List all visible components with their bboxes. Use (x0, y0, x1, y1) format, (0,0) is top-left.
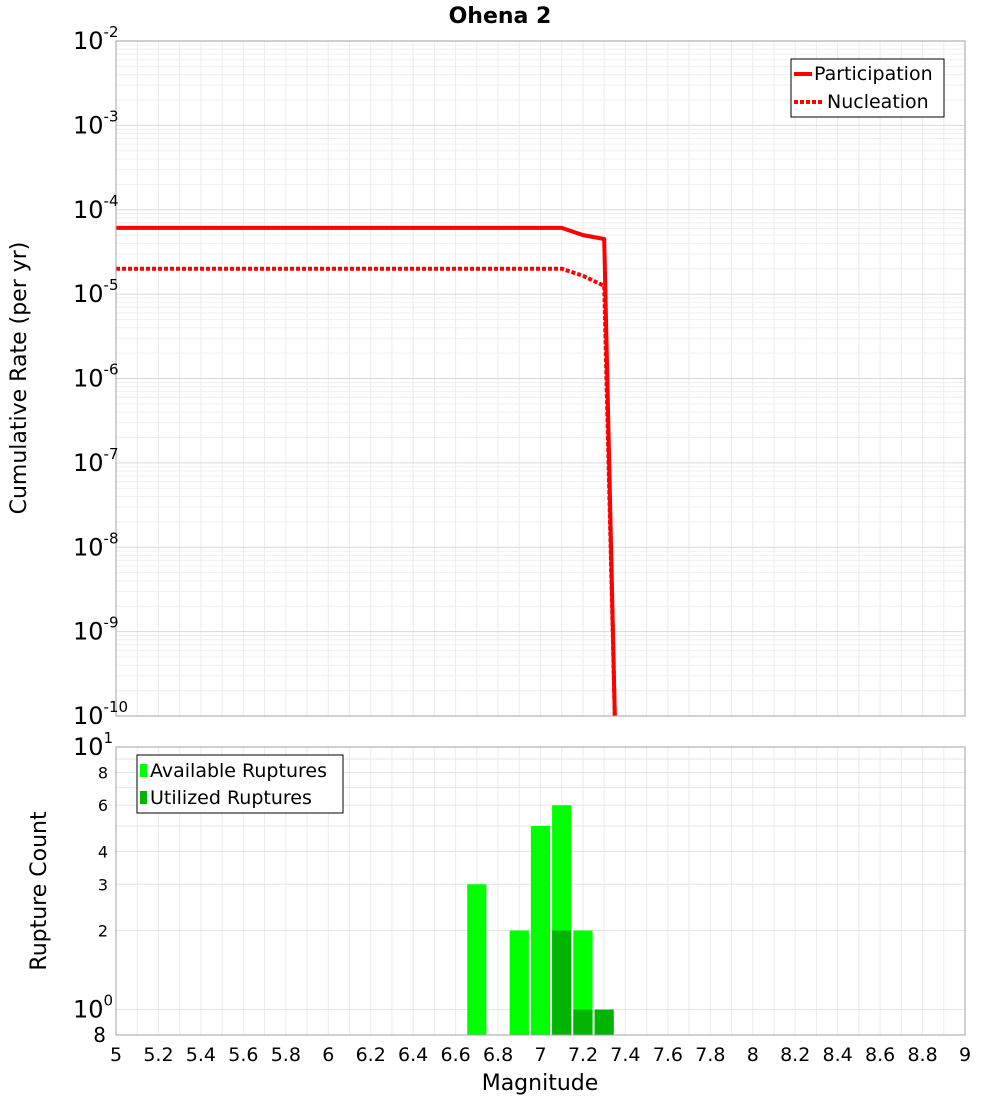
x-tick-label: 7 (534, 1044, 546, 1066)
x-tick-label: 5.6 (228, 1044, 258, 1066)
y-tick-label: 101 (73, 729, 113, 761)
legend-available-label: Available Ruptures (150, 760, 327, 782)
y-tick-label: 2 (98, 922, 108, 941)
y-tick-label: 10-4 (73, 192, 119, 224)
x-tick-label: 6.6 (440, 1044, 470, 1066)
available-ruptures-bar (530, 826, 551, 1035)
x-tick-label: 6 (322, 1044, 334, 1066)
utilized-ruptures-bar (573, 1009, 593, 1035)
nucleation-series-line (116, 266, 617, 717)
y-tick-label: 10-3 (73, 107, 119, 139)
legend-available-swatch (140, 764, 147, 777)
x-tick-label: 6.8 (483, 1044, 513, 1066)
y-tick-label: 10-10 (73, 698, 128, 730)
count-legend-box (136, 754, 344, 814)
x-tick-label: 6.2 (356, 1044, 386, 1066)
x-tick-label: 5.2 (143, 1044, 173, 1066)
x-tick-label: 5.8 (271, 1044, 301, 1066)
utilized-ruptures-bar (594, 1009, 614, 1035)
utilized-ruptures-bar (552, 930, 572, 1035)
rate-chart-plot-frame (115, 40, 966, 717)
x-tick-label: 8.8 (907, 1044, 937, 1066)
x-tick-label: 7.2 (568, 1044, 598, 1066)
rate-chart-panel: Ohena 2 10-1010-910-810-710-610-510-410-… (7, 4, 966, 730)
available-ruptures-bar (573, 930, 593, 1035)
y-tick-label: 10-7 (73, 445, 119, 477)
x-tick-label: 7.6 (653, 1044, 683, 1066)
x-tick-label: 9 (959, 1044, 971, 1066)
x-axis-label: Magnitude (482, 1071, 599, 1096)
x-tick-label: 7.4 (610, 1044, 640, 1066)
count-chart-legend: Available Ruptures Utilized Ruptures (136, 754, 344, 814)
y-tick-label: 8 (98, 763, 108, 782)
x-tick-label: 5.4 (186, 1044, 216, 1066)
legend-nucleation-label: Nucleation (827, 91, 929, 113)
legend-participation-label: Participation (814, 63, 933, 85)
count-chart-bars (467, 805, 614, 1035)
y-tick-label: 3 (98, 875, 108, 894)
y-tick-label: 10-8 (73, 529, 119, 561)
available-ruptures-bar (509, 930, 529, 1035)
rate-chart-y-ticks: 10-10 10-9 10-8 10-7 10-6 10-5 10-4 10-3 10-2 (73, 23, 128, 730)
y-tick-label: 100 (73, 992, 113, 1024)
y-tick-label: 10-9 (73, 614, 119, 646)
x-tick-label: 5 (110, 1044, 122, 1066)
count-chart-x-ticks: 5 5.2 5.4 5.6 5.8 6 6.2 6.4 6.6 6.8 7 7.2 7.4 7.6 7.8 8… (110, 1044, 971, 1066)
x-tick-label: 8.4 (823, 1044, 853, 1066)
rate-chart-y-axis-label: Cumulative Rate (per yr) (7, 242, 32, 515)
legend-utilized-swatch (140, 791, 147, 804)
x-tick-label: 6.4 (398, 1044, 428, 1066)
legend-box (790, 58, 945, 118)
x-tick-label: 8.6 (865, 1044, 895, 1066)
x-tick-label: 8.2 (780, 1044, 810, 1066)
y-tick-label: 10-5 (73, 276, 119, 308)
y-tick-label: 10-6 (73, 361, 119, 393)
rate-chart-legend: Participation Nucleation (790, 58, 945, 118)
rate-chart-series (116, 225, 617, 717)
count-chart-plot-frame (115, 746, 966, 1036)
rate-chart-grid (115, 41, 966, 717)
x-tick-label: 8 (747, 1044, 759, 1066)
chart-title: Ohena 2 (449, 4, 552, 29)
available-ruptures-bar (467, 884, 487, 1035)
count-chart-y-axis-label: Rupture Count (27, 811, 52, 971)
legend-utilized-label: Utilized Ruptures (150, 787, 312, 809)
y-tick-label: 8 (93, 1023, 106, 1047)
y-tick-label: 10-2 (73, 23, 119, 55)
y-tick-label: 6 (98, 796, 108, 815)
x-tick-label: 7.8 (695, 1044, 725, 1066)
y-tick-label: 4 (98, 842, 108, 861)
participation-series-line (116, 225, 617, 717)
